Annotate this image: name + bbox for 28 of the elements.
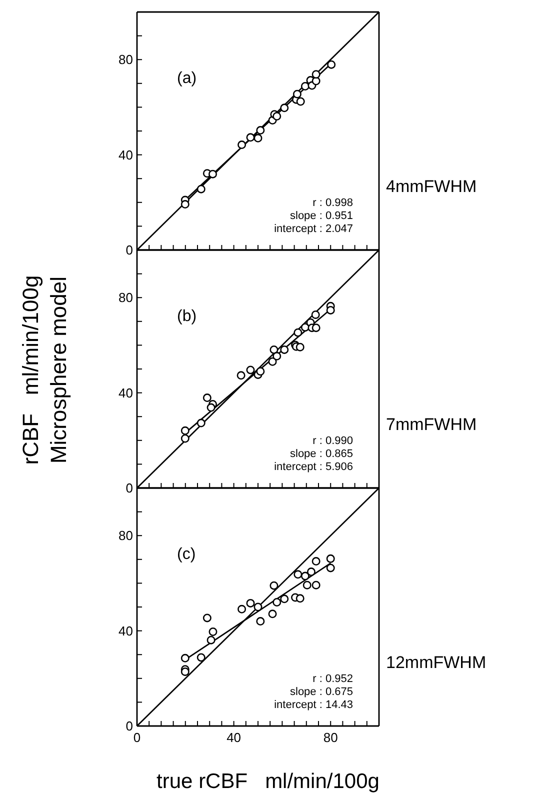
x-tick-label: 40 — [226, 730, 242, 746]
x-tick-label: 80 — [323, 730, 338, 746]
annotation: slope : 0.951 — [289, 210, 353, 223]
x-axis-title: true rCBF ml/min/100g — [156, 770, 380, 794]
annotation: intercept : 5.906 — [274, 461, 353, 474]
text: 7mmFWHM — [386, 415, 477, 435]
y-tick-label: 40 — [118, 385, 133, 400]
annotation: intercept : 14.43 — [274, 699, 353, 712]
y-tick-label: 0 — [126, 480, 133, 496]
y-tick-label: 0 — [126, 718, 133, 734]
y-tick-label: 40 — [118, 147, 133, 162]
y-tick-label: 80 — [118, 290, 133, 306]
y-tick-label: 0 — [126, 242, 133, 258]
annotation: r : 0.952 — [312, 673, 353, 686]
annotation: slope : 0.675 — [289, 686, 353, 699]
annotation: (b) — [177, 308, 197, 326]
annotation: r : 0.998 — [312, 197, 353, 210]
text: 4mmFWHM — [386, 177, 477, 197]
y-axis-title: rCBF ml/min/100g Microsphere model — [17, 275, 72, 465]
y-tick-label: 80 — [118, 528, 133, 544]
annotation: slope : 0.865 — [289, 448, 353, 461]
y-tick-label: 80 — [118, 52, 133, 68]
y-tick-label: 40 — [118, 623, 133, 638]
text: 12mmFWHM — [386, 653, 486, 673]
annotation: (c) — [177, 546, 196, 564]
annotation: intercept : 2.047 — [274, 223, 353, 236]
annotation: (a) — [177, 70, 197, 88]
annotation: r : 0.990 — [312, 435, 353, 448]
